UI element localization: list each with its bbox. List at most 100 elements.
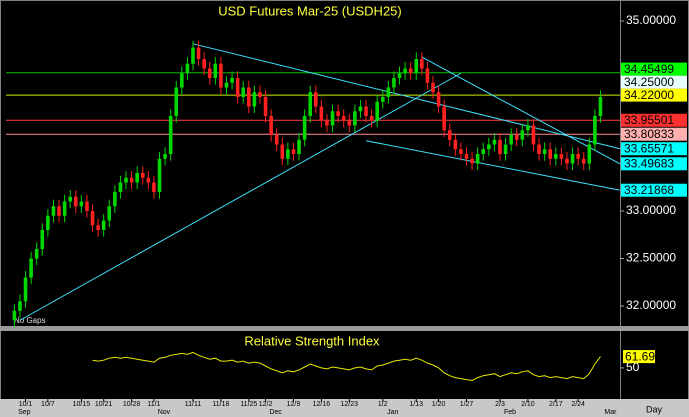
value-box bbox=[621, 88, 687, 102]
month-label: Dec bbox=[269, 409, 282, 416]
candle-body bbox=[347, 120, 352, 126]
x-tick-label: 11/25 bbox=[240, 401, 257, 408]
candle-body bbox=[353, 111, 357, 126]
candle-body bbox=[375, 101, 379, 121]
candle-body bbox=[79, 201, 84, 207]
candle-body bbox=[219, 63, 223, 88]
candle-body bbox=[46, 215, 50, 230]
gap-note: No Gaps bbox=[14, 316, 46, 325]
candle-body bbox=[286, 149, 290, 159]
candle-body bbox=[168, 116, 173, 154]
x-tick-label: 2/17 bbox=[549, 401, 563, 408]
x-tick-label: 10/28 bbox=[123, 401, 141, 408]
candle-body bbox=[297, 139, 301, 154]
candle-body bbox=[207, 68, 212, 78]
candle-body bbox=[40, 230, 45, 249]
candle-body bbox=[531, 125, 536, 145]
candle-body bbox=[325, 120, 329, 126]
value-box bbox=[621, 62, 687, 76]
candle-body bbox=[263, 97, 268, 116]
candle-body bbox=[570, 154, 575, 164]
month-label: Jan bbox=[387, 409, 398, 416]
candle-body bbox=[436, 92, 441, 107]
y-tick-label: 32.50000 bbox=[626, 251, 676, 265]
candle-body bbox=[319, 106, 324, 121]
candle-body bbox=[492, 139, 497, 145]
candle-body bbox=[598, 97, 603, 116]
trendline bbox=[19, 72, 462, 321]
candle-body bbox=[152, 182, 156, 192]
candle-body bbox=[252, 92, 257, 107]
candle-body bbox=[23, 277, 28, 302]
rsi-line bbox=[92, 351, 601, 382]
x-tick-label: 2/24 bbox=[571, 401, 585, 408]
candle-body bbox=[163, 154, 167, 159]
candle-body bbox=[29, 258, 33, 278]
candle-body bbox=[542, 149, 547, 154]
month-label: Sep bbox=[18, 409, 31, 416]
trendline bbox=[192, 43, 621, 150]
candle-body bbox=[386, 87, 391, 97]
candle-body bbox=[336, 111, 340, 116]
value-box-label: 33.80833 bbox=[624, 127, 674, 141]
candle-body bbox=[576, 154, 580, 159]
candle-body bbox=[475, 154, 480, 164]
candle-body bbox=[554, 154, 558, 159]
candle-body bbox=[124, 177, 128, 183]
month-label: Nov bbox=[158, 409, 171, 416]
chart-title: USD Futures Mar-25 (USDH25) bbox=[218, 3, 402, 18]
candle-body bbox=[258, 92, 262, 97]
candle-body bbox=[559, 154, 564, 159]
candle-body bbox=[269, 116, 273, 135]
candle-body bbox=[464, 154, 469, 159]
candle-body bbox=[68, 196, 72, 202]
trendline bbox=[421, 56, 621, 165]
y-tick-label: 50 bbox=[626, 360, 640, 374]
candle-body bbox=[503, 144, 508, 154]
candle-body bbox=[487, 144, 491, 150]
value-box-label: 34.45499 bbox=[624, 62, 674, 76]
value-box-label: 33.65571 bbox=[624, 141, 674, 155]
candle-body bbox=[73, 196, 78, 207]
value-box bbox=[621, 75, 687, 89]
candle-body bbox=[235, 78, 240, 97]
candle-body bbox=[442, 106, 446, 131]
candle-body bbox=[96, 225, 100, 230]
candle-body bbox=[135, 173, 139, 183]
y-tick-label: 33.00000 bbox=[626, 203, 676, 217]
candle-body bbox=[380, 97, 385, 102]
value-box bbox=[623, 350, 655, 364]
x-tick-label: 10/1 bbox=[19, 401, 33, 408]
candle-body bbox=[274, 135, 279, 145]
candle-body bbox=[420, 59, 424, 69]
candle-body bbox=[453, 139, 458, 150]
x-tick-label: 11/11 bbox=[185, 401, 202, 408]
candle-body bbox=[587, 144, 592, 164]
candle-body bbox=[470, 158, 474, 164]
candle-body bbox=[157, 158, 162, 192]
candle-body bbox=[202, 59, 206, 69]
month-label: Mar bbox=[604, 409, 617, 416]
candle-body bbox=[118, 182, 123, 192]
candle-body bbox=[593, 116, 597, 145]
value-box-label: 61.69 bbox=[625, 349, 655, 363]
value-box-label: 34.22000 bbox=[624, 88, 674, 102]
candle-body bbox=[12, 310, 17, 321]
candle-body bbox=[526, 125, 530, 131]
period-label: Day bbox=[646, 404, 663, 414]
value-box bbox=[621, 183, 687, 197]
x-tick-label: 12/9 bbox=[287, 401, 301, 408]
candle-body bbox=[280, 144, 285, 159]
x-tick-label: 10/7 bbox=[41, 401, 55, 408]
candle-body bbox=[213, 63, 218, 78]
candle-body bbox=[180, 73, 184, 88]
x-tick-label: 10/15 bbox=[73, 401, 91, 408]
candle-body bbox=[313, 92, 318, 107]
candle-body bbox=[241, 87, 246, 97]
trendline bbox=[365, 140, 621, 191]
candle-body bbox=[414, 59, 419, 74]
candle-body bbox=[392, 78, 396, 88]
value-box bbox=[621, 127, 687, 141]
candle-body bbox=[57, 206, 61, 216]
